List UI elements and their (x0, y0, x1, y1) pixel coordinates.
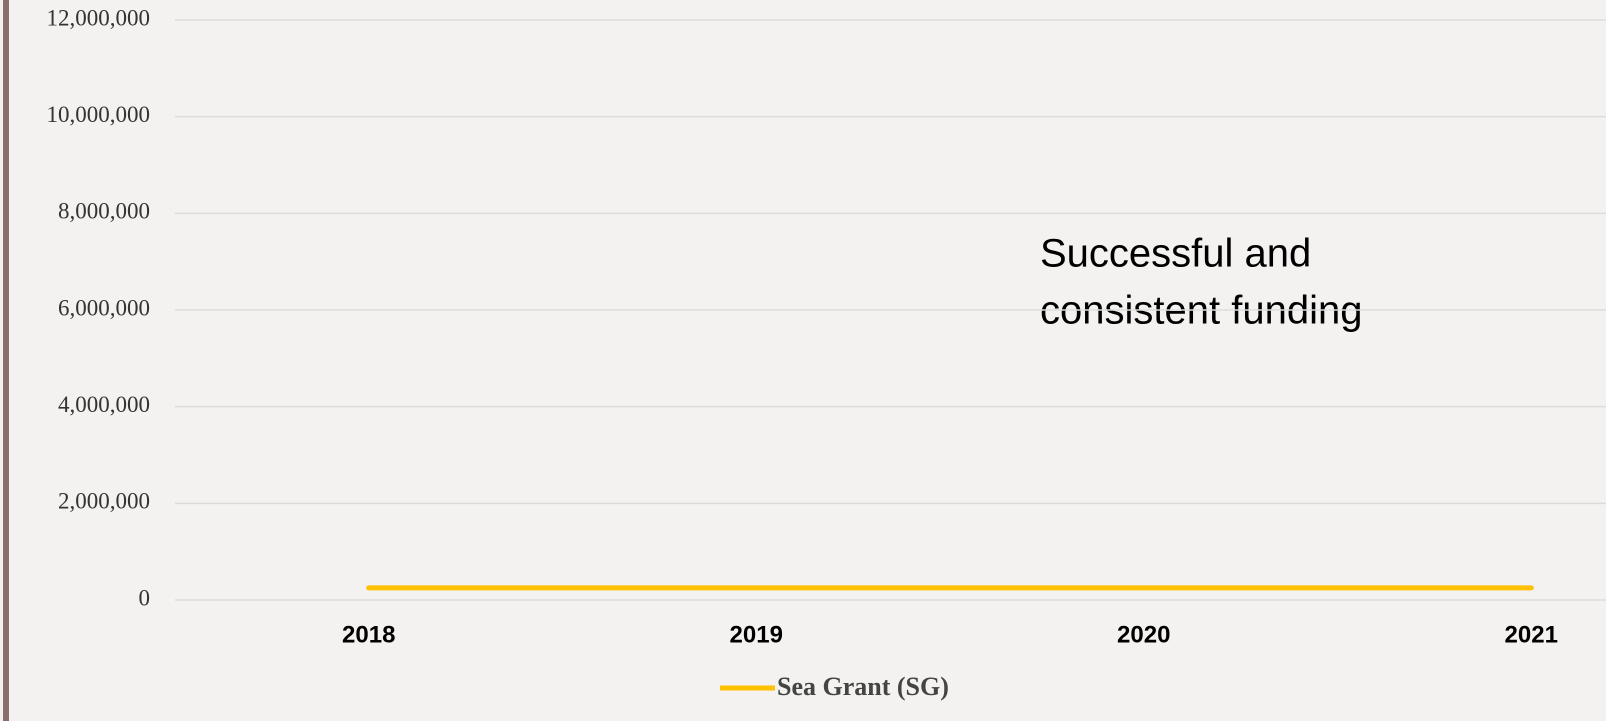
x-tick-label: 2021 (1505, 621, 1558, 648)
left-border (3, 0, 9, 721)
y-tick-label: 8,000,000 (58, 199, 150, 224)
x-tick-label: 2019 (730, 621, 783, 648)
x-tick-label: 2018 (342, 621, 395, 648)
y-tick-label: 2,000,000 (58, 489, 150, 514)
legend-label: Sea Grant (SG) (777, 672, 949, 701)
y-tick-label: 4,000,000 (58, 392, 150, 417)
y-tick-label: 10,000,000 (47, 102, 151, 127)
y-tick-label: 6,000,000 (58, 295, 150, 320)
y-tick-label: 0 (139, 585, 151, 610)
x-tick-label: 2020 (1117, 621, 1170, 648)
annotation: Successful and (1040, 232, 1311, 276)
y-tick-label: 12,000,000 (47, 5, 151, 30)
